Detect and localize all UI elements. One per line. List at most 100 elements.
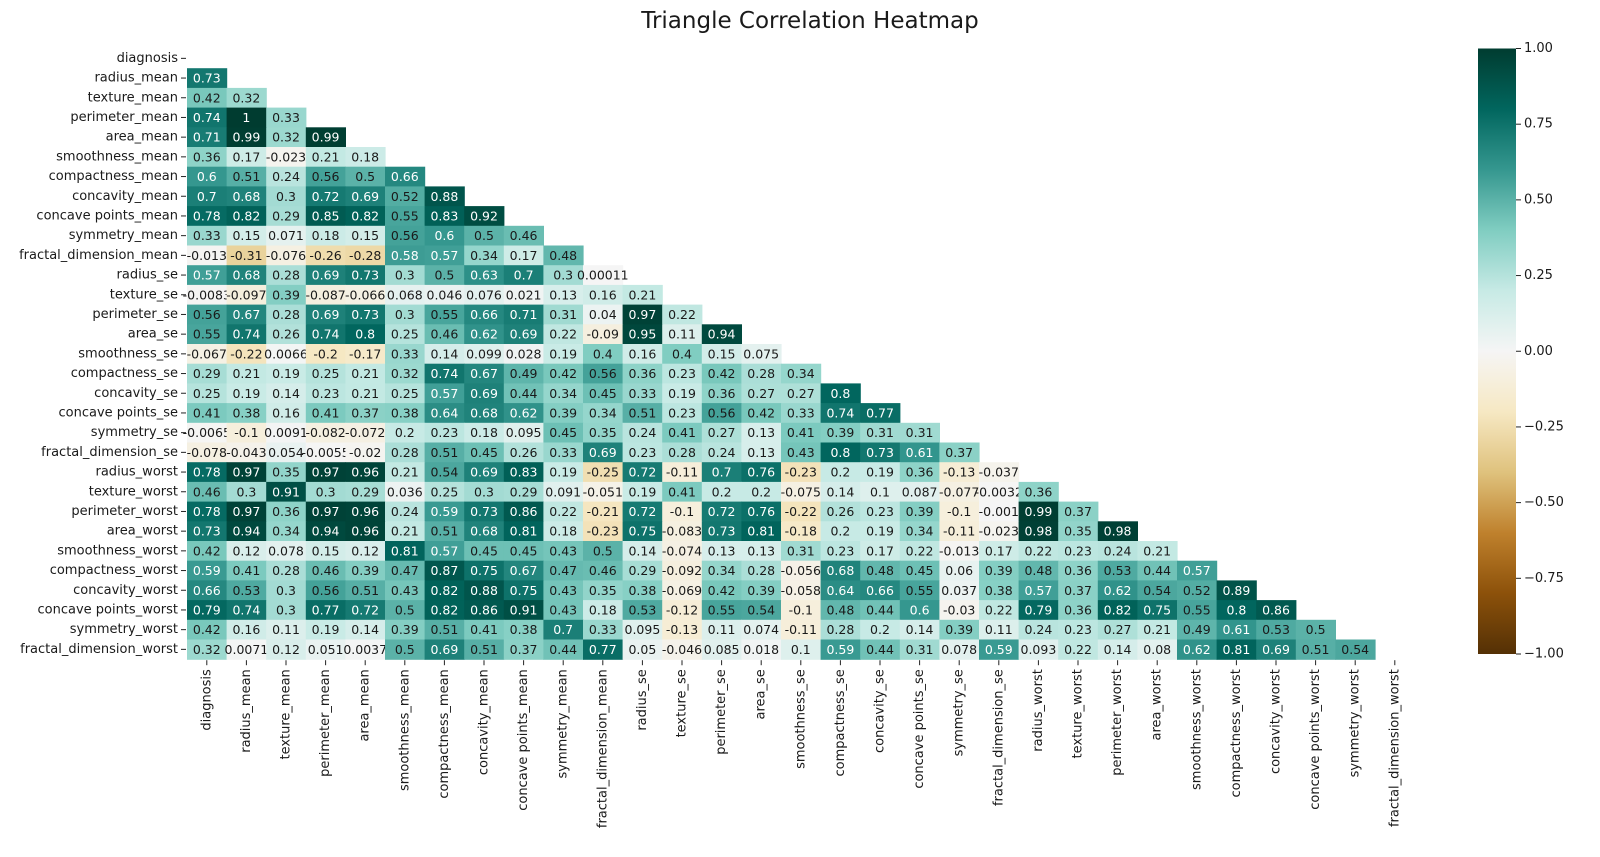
column-label: perimeter_se <box>714 669 729 755</box>
cell-value-label: 0.75 <box>510 583 538 598</box>
cell-value-label: 0.39 <box>351 563 379 578</box>
heatmap-cell <box>187 87 228 109</box>
heatmap-cell <box>1018 541 1059 562</box>
cell-value-label: 0.3 <box>474 484 494 499</box>
cell-value-label: 0.24 <box>391 504 419 519</box>
heatmap-cell <box>464 600 505 621</box>
cell-value-label: 0.29 <box>351 484 379 499</box>
cell-value-label: 0.45 <box>589 386 617 401</box>
cell-value-label: 0.69 <box>470 386 498 401</box>
heatmap-cell <box>226 600 267 621</box>
column-label: texture_mean <box>279 669 294 759</box>
cell-value-label: 0.56 <box>312 169 340 184</box>
colorbar: 1.00 0.75 0.50 0.25 0.00 −0.25 −0.50 −0.75 −1.00 <box>1478 41 1564 662</box>
heatmap-cell <box>226 344 267 365</box>
heatmap-cell <box>1295 639 1336 660</box>
heatmap-cell <box>543 481 584 503</box>
cell-value-label: 0.21 <box>312 149 340 164</box>
cell-value-label: 0.21 <box>1143 543 1171 558</box>
heatmap-cell <box>226 166 267 187</box>
heatmap-cell <box>305 265 346 286</box>
cell-value-label: 0.33 <box>391 346 419 361</box>
cell-value-label: 0.74 <box>193 110 221 125</box>
heatmap-cell <box>1256 600 1297 621</box>
row-label: concavity_mean <box>72 189 178 204</box>
heatmap-cell <box>503 422 544 444</box>
cell-value-label: 0.26 <box>272 327 300 342</box>
heatmap-cell <box>503 580 544 601</box>
heatmap-cell <box>701 383 742 404</box>
cell-value-label: 0.14 <box>826 484 854 499</box>
heatmap-cell <box>305 541 346 562</box>
cell-value-label: 0.14 <box>628 543 656 558</box>
heatmap-cell <box>266 206 307 227</box>
heatmap-cell <box>424 186 465 207</box>
cell-value-label: 0.51 <box>430 445 458 460</box>
heatmap-cell <box>583 619 624 641</box>
cell-value-label: 0.19 <box>549 465 577 480</box>
cell-value-label: 0.68 <box>826 563 854 578</box>
heatmap-cell <box>583 383 624 404</box>
heatmap-cell <box>899 501 940 522</box>
cell-value-label: -0.0032 <box>975 484 1023 499</box>
cell-value-label: 0.13 <box>747 445 775 460</box>
cell-value-label: 0.45 <box>906 563 934 578</box>
cell-value-label: 0.34 <box>589 405 617 420</box>
heatmap-cell <box>820 600 861 621</box>
heatmap-cell <box>622 344 663 365</box>
heatmap-cell <box>464 225 505 247</box>
cell-value-label: 0.23 <box>312 386 340 401</box>
heatmap-cell <box>701 403 742 424</box>
heatmap-cell <box>662 363 703 384</box>
heatmap-cell <box>741 541 782 562</box>
cell-value-label: 0.77 <box>866 405 894 420</box>
heatmap-cell <box>781 462 822 483</box>
cell-value-label: 0.51 <box>628 405 656 420</box>
heatmap-cell <box>503 481 544 503</box>
cell-value-label: -0.1 <box>947 504 971 519</box>
column-label: smoothness_se <box>793 669 808 769</box>
cell-value-label: 0.27 <box>787 386 815 401</box>
heatmap-cell <box>345 639 386 660</box>
cell-value-label: -0.083 <box>662 524 702 539</box>
heatmap-cell <box>226 403 267 424</box>
cell-value-label: 0.57 <box>1024 583 1052 598</box>
cell-value-label: 0.48 <box>1024 563 1052 578</box>
cell-value-label: 0.23 <box>1064 622 1092 637</box>
cell-value-label: -0.11 <box>785 622 817 637</box>
chart-title: Triangle Correlation Heatmap <box>640 8 978 34</box>
cell-value-label: 0.28 <box>826 622 854 637</box>
cell-value-label: -0.17 <box>349 346 381 361</box>
heatmap-cell <box>345 147 386 168</box>
cell-value-label: 0.35 <box>272 465 300 480</box>
heatmap-cell <box>266 304 307 325</box>
column-label: symmetry_mean <box>556 669 571 778</box>
heatmap-cell <box>979 639 1020 660</box>
heatmap-cell <box>464 383 505 404</box>
heatmap-cell <box>1018 501 1059 522</box>
cell-value-label: 0.37 <box>510 642 538 657</box>
cell-value-label: 0.82 <box>430 583 458 598</box>
cell-value-label: 0.68 <box>470 524 498 539</box>
heatmap-cell <box>187 383 228 404</box>
heatmap-cell <box>979 560 1020 581</box>
heatmap-cell <box>1018 600 1059 621</box>
cell-value-label: 0.068 <box>387 287 423 302</box>
heatmap-cell <box>187 166 228 187</box>
heatmap-cell <box>1335 639 1376 660</box>
heatmap-cell <box>385 560 426 581</box>
cell-value-label: 0.69 <box>470 465 498 480</box>
heatmap-cell <box>345 206 386 227</box>
cell-value-label: 0.37 <box>351 405 379 420</box>
column-label: concave points_worst <box>1308 669 1323 810</box>
row-label: diagnosis <box>117 51 179 66</box>
heatmap-cell <box>860 462 901 483</box>
heatmap-cell <box>1058 619 1099 641</box>
heatmap-cell <box>305 403 346 424</box>
heatmap-cell <box>226 107 267 128</box>
heatmap-cell <box>424 600 465 621</box>
heatmap-cell <box>503 363 544 384</box>
heatmap-cell <box>305 422 346 444</box>
heatmap-cell <box>187 600 228 621</box>
cell-value-label: -0.092 <box>662 563 702 578</box>
